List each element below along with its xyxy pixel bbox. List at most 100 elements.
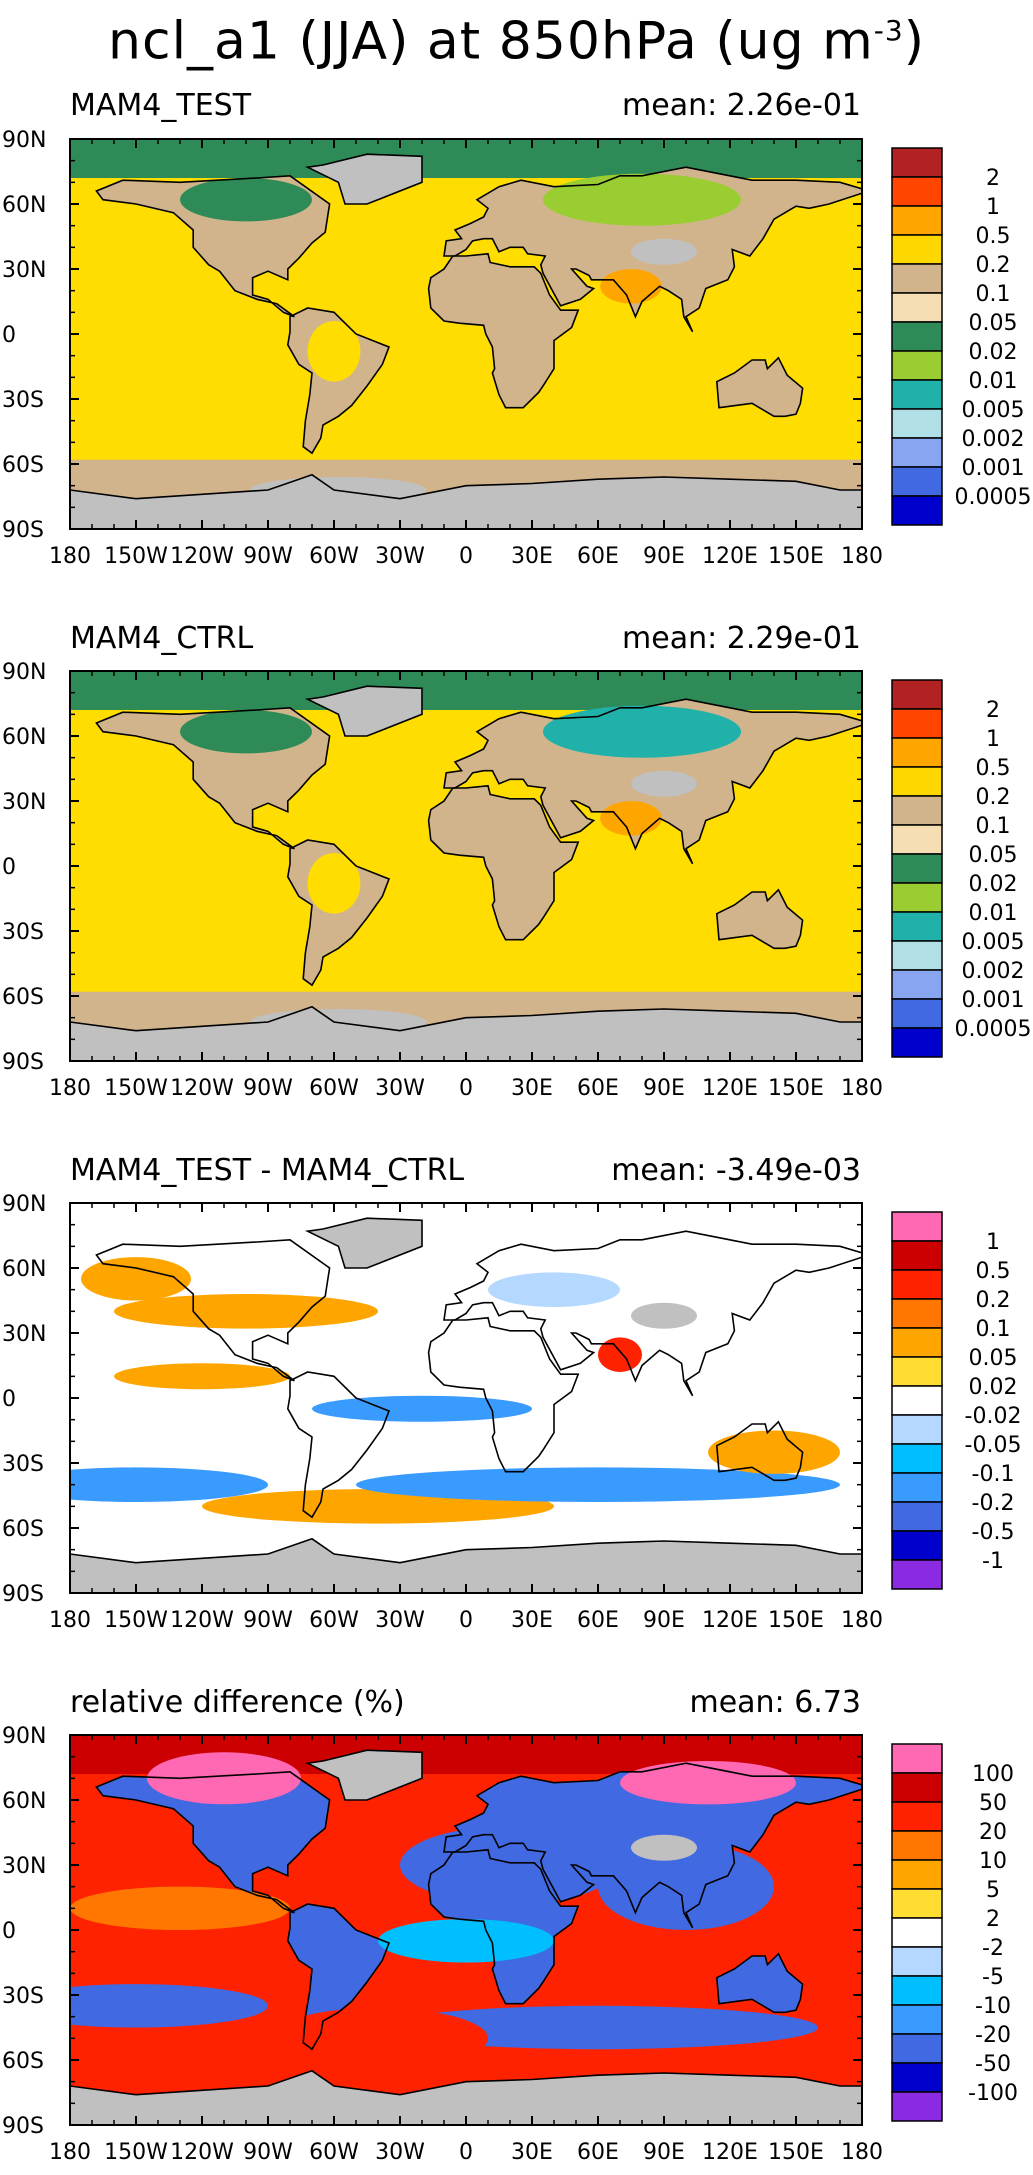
lon-tick-label: 60W bbox=[309, 1076, 359, 1101]
legend-swatch bbox=[891, 1772, 943, 1803]
legend-swatch bbox=[891, 437, 943, 468]
legend-label: 0.005 bbox=[962, 930, 1025, 955]
lon-tick-label: 150W bbox=[104, 1608, 168, 1633]
reldiff-field-8 bbox=[70, 1886, 290, 1931]
reldiff-field-7 bbox=[378, 1919, 554, 1963]
coastline-south-america bbox=[286, 1903, 391, 2051]
legend-label: 0.1 bbox=[976, 1317, 1011, 1342]
legend-swatch bbox=[891, 321, 943, 352]
lat-tick-label: 30N bbox=[2, 258, 46, 283]
legend-label: -0.5 bbox=[972, 1520, 1015, 1545]
reldiff-field-4 bbox=[70, 1984, 268, 2028]
lat-tick-label: 90S bbox=[2, 518, 44, 543]
lat-tick-label: 30N bbox=[2, 790, 46, 815]
coastline-south-america bbox=[286, 839, 391, 987]
lon-tick-label: 90E bbox=[643, 1608, 685, 1633]
lat-tick-label: 30N bbox=[2, 1854, 46, 1879]
map-fill bbox=[70, 1203, 862, 1593]
lon-tick-label: 90E bbox=[643, 2140, 685, 2165]
legend-swatch bbox=[891, 350, 943, 381]
coastline-greenland bbox=[304, 685, 423, 737]
legend-swatch bbox=[891, 466, 943, 497]
legend-swatch bbox=[891, 1888, 943, 1919]
land-greenland bbox=[307, 1750, 422, 1800]
lon-tick-label: 60E bbox=[577, 2140, 619, 2165]
south-asia-field bbox=[600, 801, 662, 836]
legend-label: 0.2 bbox=[976, 253, 1011, 278]
tibet-missing bbox=[631, 238, 697, 265]
lon-tick-label: 60W bbox=[309, 1608, 359, 1633]
coastline-australia bbox=[715, 356, 804, 418]
legend-swatch bbox=[891, 1443, 943, 1474]
lat-tick-label: 0 bbox=[2, 1387, 16, 1412]
diff-field-5 bbox=[114, 1363, 290, 1390]
coastline-north-america bbox=[95, 1770, 331, 1914]
coastline-australia bbox=[715, 1952, 804, 2014]
lon-tick-label: 120E bbox=[702, 1608, 758, 1633]
lon-tick-label: 0 bbox=[459, 1076, 473, 1101]
legend-label: 0.02 bbox=[969, 872, 1018, 897]
legend-swatch bbox=[891, 882, 943, 913]
legend-swatch bbox=[891, 1027, 943, 1058]
lon-tick-label: 30E bbox=[511, 1608, 553, 1633]
lat-tick-label: 90N bbox=[2, 128, 46, 153]
legend-swatch bbox=[891, 292, 943, 323]
lon-tick-label: 180 bbox=[49, 2140, 91, 2165]
legend-swatch bbox=[891, 1240, 943, 1271]
land-greenland bbox=[307, 154, 422, 204]
lon-tick-label: 180 bbox=[841, 2140, 883, 2165]
legend-swatch bbox=[891, 1298, 943, 1329]
lat-tick-label: 60N bbox=[2, 193, 46, 218]
lon-tick-label: 120W bbox=[170, 1608, 234, 1633]
legend-swatch bbox=[891, 1385, 943, 1416]
lon-tick-label: 120W bbox=[170, 1076, 234, 1101]
legend-label: 0.001 bbox=[962, 988, 1025, 1013]
lon-tick-label: 0 bbox=[459, 1608, 473, 1633]
lon-tick-label: 180 bbox=[841, 544, 883, 569]
lat-tick-label: 60S bbox=[2, 1517, 44, 1542]
lat-tick-label: 90N bbox=[2, 1192, 46, 1217]
lat-tick-label: 60S bbox=[2, 985, 44, 1010]
legend-1: 2 1 0.5 0.2 0.1 0.05 0.02 0.01 0.005 0.002 0.001 0.… bbox=[891, 147, 1031, 526]
land-africa bbox=[428, 785, 579, 940]
legend-label: 0.1 bbox=[976, 814, 1011, 839]
lon-tick-label: 90W bbox=[243, 544, 293, 569]
coastline-africa bbox=[427, 784, 580, 941]
coastline-antarctica bbox=[70, 1005, 862, 1061]
coastline-australia bbox=[715, 1420, 804, 1482]
lon-tick-label: 90E bbox=[643, 544, 685, 569]
panel-2-mean: mean: 2.29e-01 bbox=[622, 621, 861, 656]
legend-label: 5 bbox=[986, 1878, 1000, 1903]
lon-tick-label: 90W bbox=[243, 1076, 293, 1101]
legend-swatch bbox=[891, 1269, 943, 1300]
land-antarctica bbox=[70, 1006, 862, 1061]
legend-label: 0.05 bbox=[969, 311, 1018, 336]
south-asia-field bbox=[600, 269, 662, 304]
lat-tick-label: 30S bbox=[2, 920, 44, 945]
map-fill bbox=[70, 139, 862, 529]
land-south-america bbox=[287, 1904, 389, 2050]
legend-label: 50 bbox=[979, 1791, 1007, 1816]
legend-label: -5 bbox=[982, 1965, 1004, 1990]
lon-tick-label: 150W bbox=[104, 544, 168, 569]
legend-label: 10 bbox=[979, 1849, 1007, 1874]
lat-tick-label: 30S bbox=[2, 1984, 44, 2009]
lat-tick-label: 60S bbox=[2, 2049, 44, 2074]
legend-label: -100 bbox=[968, 2081, 1018, 2106]
panel-2-title: MAM4_CTRL bbox=[70, 621, 254, 656]
legend-swatch bbox=[891, 737, 943, 768]
figure-title: ncl_a1 (JJA) at 850hPa (ug m-3) bbox=[108, 11, 925, 72]
land-antarctica bbox=[70, 2070, 862, 2125]
legend-label: -0.02 bbox=[965, 1404, 1022, 1429]
lat-tick-label: 0 bbox=[2, 323, 16, 348]
lon-tick-label: 60W bbox=[309, 2140, 359, 2165]
lat-tick-label: 90S bbox=[2, 1582, 44, 1607]
lon-tick-label: 0 bbox=[459, 544, 473, 569]
lat-tick-label: 30S bbox=[2, 1452, 44, 1477]
lon-tick-label: 30E bbox=[511, 1076, 553, 1101]
amazon-field bbox=[307, 321, 361, 382]
panel-4-title: relative difference (%) bbox=[70, 1685, 405, 1720]
diff-field-7 bbox=[598, 1337, 642, 1372]
